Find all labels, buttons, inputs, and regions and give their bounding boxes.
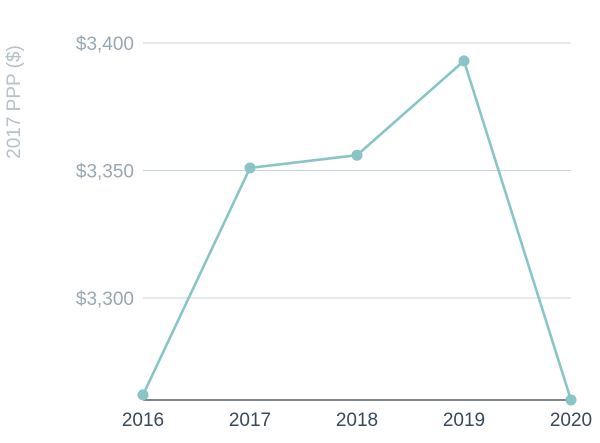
x-tick-label: 2017 (229, 410, 271, 431)
data-point (351, 149, 363, 161)
y-axis-label: 2017 PPP ($) (4, 45, 25, 159)
x-tick-label: 2020 (550, 410, 592, 431)
x-tick-label: 2019 (443, 410, 485, 431)
x-tick-labels: 2016 2017 2018 2019 2020 (122, 410, 592, 431)
y-tick-label: $3,400 (76, 34, 134, 55)
data-point (137, 389, 149, 401)
y-tick-label: $3,300 (76, 289, 134, 310)
x-tick-label: 2016 (122, 410, 164, 431)
x-tick-label: 2018 (336, 410, 378, 431)
data-point (565, 394, 577, 406)
data-point (458, 55, 470, 67)
y-tick-labels: $3,300 $3,350 $3,400 (76, 34, 134, 310)
data-point (244, 162, 256, 174)
y-tick-label: $3,350 (76, 162, 134, 183)
series-line (141, 59, 573, 401)
series (137, 55, 577, 406)
